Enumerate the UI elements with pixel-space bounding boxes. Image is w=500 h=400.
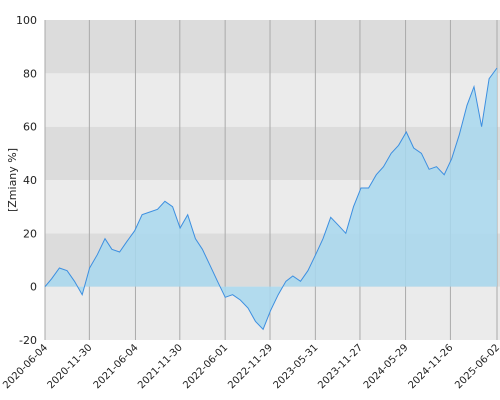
x-tick-label: 2022-11-29 bbox=[226, 342, 275, 391]
x-tick-label: 2022-06-01 bbox=[181, 342, 230, 391]
x-tick-label: 2021-06-04 bbox=[92, 342, 141, 391]
y-tick-label: 100 bbox=[16, 14, 37, 27]
x-tick-label: 2025-06-02 bbox=[453, 342, 500, 391]
y-tick-label: 80 bbox=[23, 67, 37, 80]
x-tick-label: 2024-05-29 bbox=[362, 342, 411, 391]
y-tick-label: 20 bbox=[23, 227, 37, 240]
background-band bbox=[45, 73, 500, 127]
x-tick-label: 2023-05-31 bbox=[272, 342, 321, 391]
x-tick-label: 2020-11-30 bbox=[46, 342, 95, 391]
y-tick-label: 40 bbox=[23, 174, 37, 187]
x-tick-label: 2020-06-04 bbox=[1, 342, 50, 391]
y-tick-label: 60 bbox=[23, 121, 37, 134]
x-tick-label: 2023-11-27 bbox=[316, 342, 365, 391]
background-band bbox=[45, 20, 500, 74]
area-fill bbox=[45, 68, 497, 330]
y-axis-title: [Zmiany %] bbox=[6, 148, 19, 212]
x-tick-label: 2024-11-26 bbox=[407, 342, 456, 391]
y-tick-label: -20 bbox=[19, 334, 37, 347]
x-tick-label: 2021-11-30 bbox=[136, 342, 185, 391]
y-tick-label: 0 bbox=[30, 281, 37, 294]
line bbox=[44, 67, 498, 331]
